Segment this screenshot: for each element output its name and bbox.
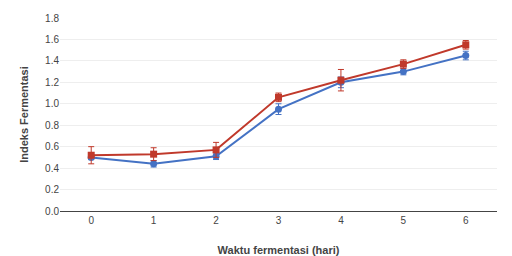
svg-text:Waktu fermentasi (hari): Waktu fermentasi (hari) xyxy=(218,244,340,256)
svg-text:2: 2 xyxy=(213,215,219,226)
svg-text:3: 3 xyxy=(276,215,282,226)
svg-text:1.2: 1.2 xyxy=(45,77,59,88)
svg-text:0.8: 0.8 xyxy=(45,120,59,131)
svg-text:0.2: 0.2 xyxy=(45,184,59,195)
svg-text:1.4: 1.4 xyxy=(45,55,59,66)
svg-text:0: 0 xyxy=(88,215,94,226)
svg-text:1.0: 1.0 xyxy=(45,98,59,109)
svg-text:0.6: 0.6 xyxy=(45,141,59,152)
svg-text:0.0: 0.0 xyxy=(45,206,59,217)
svg-text:0.4: 0.4 xyxy=(45,163,59,174)
svg-text:1.8: 1.8 xyxy=(45,13,59,24)
svg-text:Indeks Fermentasi: Indeks Fermentasi xyxy=(18,66,30,163)
svg-text:1.6: 1.6 xyxy=(45,34,59,45)
svg-text:1: 1 xyxy=(151,215,157,226)
svg-text:4: 4 xyxy=(338,215,344,226)
svg-text:5: 5 xyxy=(401,215,407,226)
svg-text:6: 6 xyxy=(463,215,469,226)
